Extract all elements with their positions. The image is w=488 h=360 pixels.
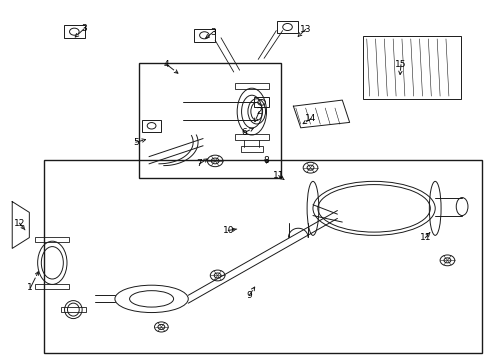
Bar xyxy=(194,29,214,42)
Bar xyxy=(234,83,268,89)
Text: 6: 6 xyxy=(241,128,247,137)
Bar xyxy=(35,284,69,289)
Bar xyxy=(61,307,85,312)
Text: 5: 5 xyxy=(133,138,139,147)
Text: 15: 15 xyxy=(394,60,406,69)
Text: 10: 10 xyxy=(222,226,234,235)
Text: 7: 7 xyxy=(196,159,202,168)
Bar xyxy=(277,21,297,33)
Bar xyxy=(241,146,262,152)
Text: 8: 8 xyxy=(263,156,269,165)
Text: 1: 1 xyxy=(27,284,33,292)
Bar xyxy=(44,160,481,353)
Text: 13: 13 xyxy=(299,25,311,34)
Text: 9: 9 xyxy=(246,291,252,300)
Text: 14: 14 xyxy=(305,114,316,123)
Bar xyxy=(362,36,460,99)
Text: 3: 3 xyxy=(81,24,87,33)
Text: 4: 4 xyxy=(163,59,169,68)
Bar xyxy=(64,25,84,38)
Text: 12: 12 xyxy=(14,219,25,228)
Bar xyxy=(234,134,268,140)
Bar xyxy=(253,97,269,107)
Text: 11: 11 xyxy=(272,171,284,180)
Bar xyxy=(142,120,161,131)
Text: 3: 3 xyxy=(209,28,215,37)
Bar xyxy=(139,63,281,178)
Bar xyxy=(35,237,69,242)
Text: 2: 2 xyxy=(256,107,262,116)
Text: 11: 11 xyxy=(419,233,430,242)
